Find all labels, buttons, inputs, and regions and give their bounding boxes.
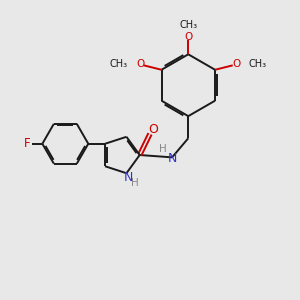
Text: F: F: [24, 137, 31, 150]
Text: CH₃: CH₃: [249, 59, 267, 69]
Text: CH₃: CH₃: [179, 20, 197, 30]
Text: CH₃: CH₃: [110, 59, 128, 69]
Text: N: N: [123, 171, 133, 184]
Text: H: H: [159, 144, 167, 154]
Text: O: O: [148, 123, 158, 136]
Text: H: H: [130, 178, 138, 188]
Text: N: N: [167, 152, 177, 165]
Text: O: O: [184, 32, 192, 42]
Text: O: O: [136, 59, 144, 69]
Text: O: O: [232, 59, 240, 69]
